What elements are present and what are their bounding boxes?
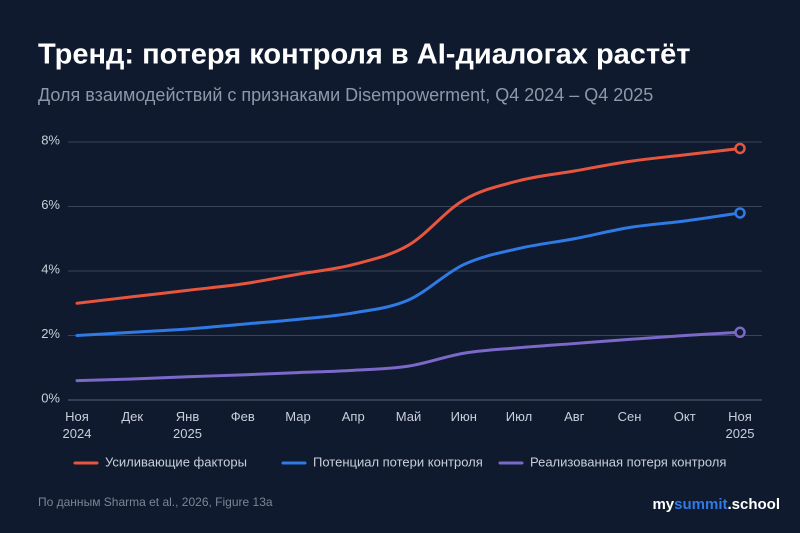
x-tick-label: Фев	[230, 409, 255, 424]
logo-part: summit	[674, 496, 727, 513]
x-tick-label: Июн	[450, 409, 477, 424]
y-tick-label: 0%	[41, 390, 60, 405]
legend-label: Реализованная потеря контроля	[530, 454, 726, 469]
end-marker	[734, 326, 746, 339]
legend-label: Усиливающие факторы	[105, 454, 247, 469]
x-tick-label: Сен	[617, 409, 642, 424]
legend-label: Потенциал потери контроля	[313, 454, 483, 469]
y-tick-label: 8%	[41, 132, 60, 147]
x-tick-label: Янв 2025	[173, 409, 202, 441]
x-tick-label: Авг	[564, 409, 585, 424]
x-tick-label: Ноя 2025	[725, 409, 755, 441]
line	[75, 146, 742, 305]
line	[75, 211, 742, 337]
source-note: По данным Sharma et al., 2026, Figure 13…	[38, 495, 273, 509]
x-tick-label: Май	[395, 409, 422, 424]
x-tick-label: Июл	[505, 409, 533, 424]
logo-part: .school	[727, 496, 780, 513]
y-tick-label: 2%	[41, 326, 60, 341]
x-tick-label: Мар	[285, 409, 311, 424]
y-tick-label: 4%	[41, 261, 60, 276]
x-tick-label: Дек	[121, 409, 144, 424]
end-marker	[734, 142, 746, 155]
y-tick-label: 6%	[41, 197, 60, 212]
end-marker	[734, 207, 746, 219]
x-tick-label: Апр	[341, 409, 365, 424]
logo-part: my	[652, 496, 674, 513]
chart-title: Тренд: потеря контроля в AI-диалогах рас…	[38, 39, 690, 71]
chart-subtitle: Доля взаимодействий с признаками Disempo…	[38, 85, 653, 105]
x-tick-label: Окт	[673, 409, 696, 424]
x-tick-label: Ноя 2024	[62, 409, 92, 441]
logo: mysummit.school	[652, 496, 780, 513]
line	[75, 330, 742, 383]
